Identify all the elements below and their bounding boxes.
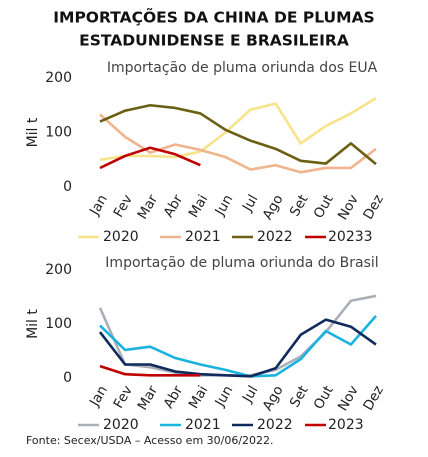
title: ESTADUNIDENSE E BRASILEIRA [79, 32, 349, 50]
x-tick-label: Dez [360, 383, 387, 413]
x-tick-label: Ago [260, 383, 287, 414]
series-line [99, 146, 201, 170]
source: Fonte: Secex/USDA – Acesso em 30/06/2022… [26, 434, 274, 447]
legend-label: 2021 [185, 229, 221, 245]
x-tick-label: Out [311, 192, 337, 221]
x-tick-label: Abr [161, 192, 187, 221]
x-tick-label: Abr [161, 383, 187, 412]
legend-label: 2022 [257, 417, 293, 433]
title: IMPORTAÇÕES DA CHINA DE PLUMAS [53, 8, 374, 27]
x-tick-label: Mar [135, 383, 162, 413]
series-line [99, 315, 377, 378]
x-tick-label: Mai [186, 383, 212, 412]
x-tick-label: Jul [239, 383, 262, 406]
x-tick-label: Jun [211, 383, 236, 410]
x-tick-label: Ago [260, 192, 287, 223]
legend-label: 2020 [103, 229, 139, 245]
x-tick-label: Nov [335, 383, 362, 414]
legend-label: 2020 [103, 417, 139, 433]
series-line [99, 364, 201, 377]
series-line [99, 97, 377, 162]
y-tick-label: 200 [45, 262, 72, 278]
legend-label: 2023 [328, 417, 364, 433]
y-tick-label: 100 [45, 316, 72, 332]
series-line [99, 103, 377, 166]
y-axis-label: Mil t [25, 309, 41, 339]
x-tick-label: Fev [110, 192, 136, 220]
y-tick-label: 0 [63, 179, 72, 195]
y-tick-label: 0 [63, 370, 72, 386]
x-tick-label: Fev [110, 383, 136, 411]
y-axis-label: Mil t [25, 117, 41, 147]
x-tick-label: Mai [186, 192, 212, 221]
x-tick-label: Jan [86, 383, 111, 410]
legend-label: 2022 [257, 229, 293, 245]
legend-label: 20233 [328, 229, 373, 245]
x-tick-label: Dez [360, 192, 387, 222]
chart-subtitle: Importação de pluma oriunda dos EUA [107, 60, 378, 76]
series-line [99, 113, 377, 174]
x-tick-label: Mar [135, 192, 162, 222]
chart-subtitle: Importação de pluma oriunda do Brasil [105, 255, 378, 271]
x-tick-label: Set [287, 192, 312, 219]
y-tick-label: 200 [45, 70, 72, 86]
x-tick-label: Set [287, 383, 312, 410]
legend-label: 2021 [185, 417, 221, 433]
x-tick-label: Jul [239, 192, 262, 215]
x-tick-label: Jun [211, 192, 236, 219]
x-tick-label: Nov [335, 192, 362, 223]
series-line [98, 318, 377, 378]
x-tick-label: Jan [86, 192, 111, 219]
x-tick-label: Out [311, 383, 337, 412]
y-tick-label: 100 [45, 125, 72, 141]
